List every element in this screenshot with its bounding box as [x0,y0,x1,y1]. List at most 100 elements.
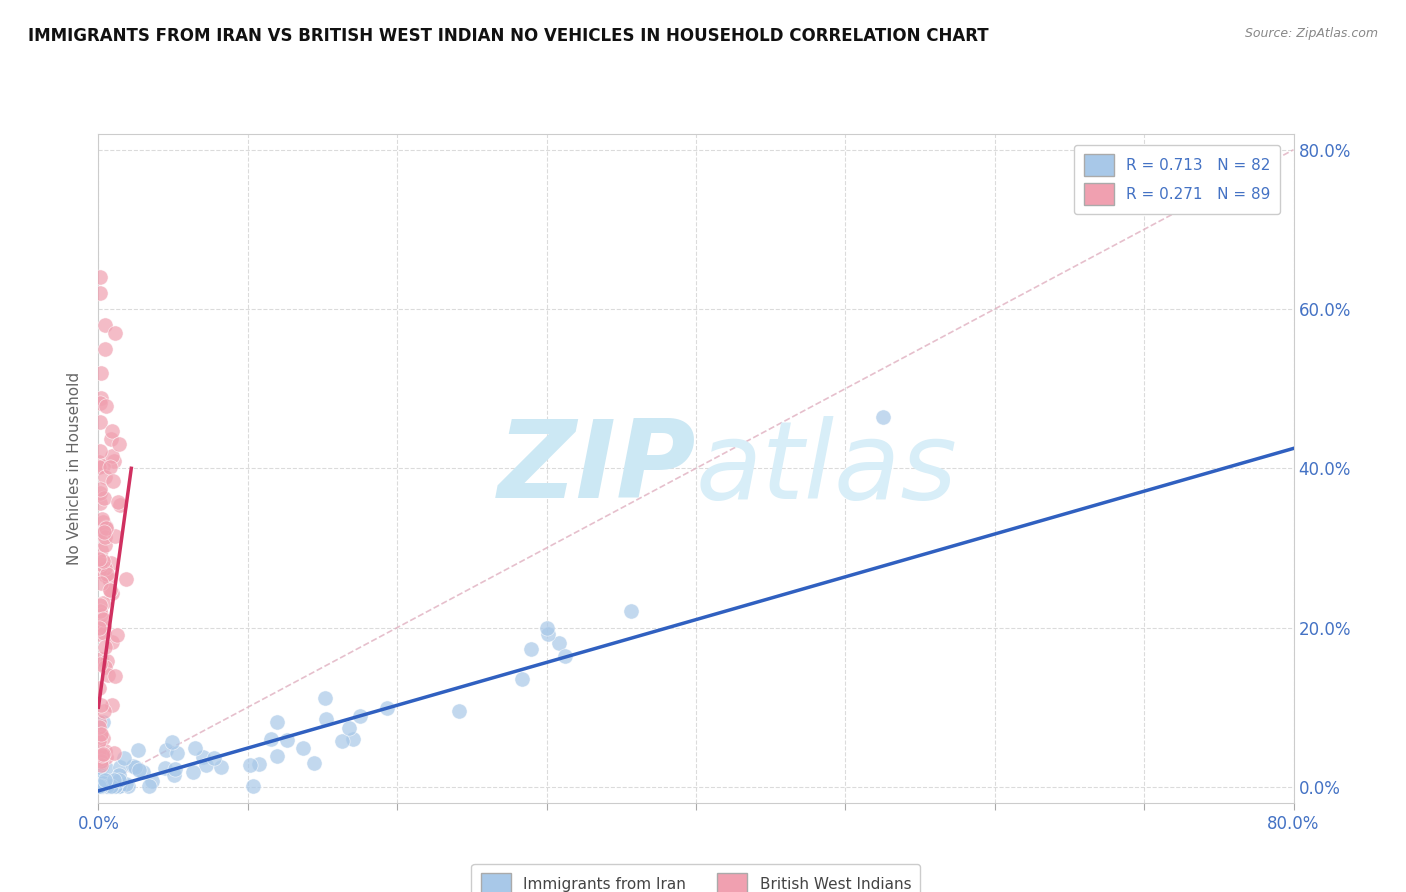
Point [91,458,114,473]
Point [512,672,534,686]
Point [209,760,232,774]
Point [89,598,111,612]
Point [90,754,112,768]
Point [163,768,186,782]
Point [89,558,111,572]
Point [98,582,121,597]
Point [90,366,112,380]
Point [101,779,124,793]
Point [117,779,139,793]
Point [87,681,110,696]
Point [266,748,288,763]
Point [94,342,117,356]
Point [104,779,127,793]
Point [107,768,129,782]
Point [101,474,124,488]
Point [108,779,131,793]
Point [93,596,115,610]
Point [314,691,336,706]
Point [554,648,576,663]
Point [93,538,115,552]
Point [115,777,138,791]
Point [103,772,125,787]
Point [89,286,111,301]
Point [93,747,115,761]
Point [94,772,117,787]
Point [342,732,364,747]
Point [87,734,110,748]
Point [104,326,127,340]
Y-axis label: No Vehicles in Household: No Vehicles in Household [67,372,83,565]
Point [93,626,115,640]
Point [91,715,114,730]
Point [181,765,204,780]
Point [266,715,288,730]
Point [90,576,112,591]
Point [93,524,115,539]
Point [101,634,124,648]
Point [97,779,120,793]
Point [138,779,160,793]
Point [91,511,114,525]
Text: Source: ZipAtlas.com: Source: ZipAtlas.com [1244,27,1378,40]
Point [87,752,110,766]
Point [93,640,115,655]
Point [98,582,121,597]
Point [91,731,114,746]
Point [89,444,111,458]
Point [330,733,353,747]
Point [89,726,111,740]
Point [91,779,114,793]
Point [96,654,118,668]
Legend: Immigrants from Iran, British West Indians: Immigrants from Iran, British West India… [471,864,921,892]
Point [536,621,558,635]
Point [155,742,177,756]
Point [93,779,115,793]
Point [349,709,371,723]
Point [91,776,114,790]
Point [96,566,118,581]
Point [98,459,121,474]
Point [96,779,118,793]
Point [89,767,111,781]
Text: ZIP: ZIP [498,416,696,521]
Point [132,765,155,780]
Point [100,698,122,712]
Point [93,775,115,789]
Point [89,779,111,793]
Point [104,528,127,542]
Point [89,454,111,468]
Point [447,704,470,718]
Point [89,756,111,771]
Point [166,746,188,760]
Point [93,561,115,575]
Point [91,516,114,530]
Point [302,756,325,770]
Point [89,486,111,500]
Point [103,454,125,468]
Point [520,641,543,656]
Point [87,552,110,566]
Point [90,779,112,793]
Point [90,698,112,712]
Point [124,760,146,774]
Point [89,626,111,640]
Point [162,734,184,748]
Point [276,733,298,747]
Point [242,779,264,793]
Point [108,772,131,787]
Point [94,761,117,775]
Point [108,498,131,512]
Point [94,744,117,758]
Point [107,495,129,509]
Point [97,779,120,793]
Point [100,779,122,793]
Point [260,732,283,747]
Point [108,779,131,793]
Point [93,530,115,544]
Point [195,758,218,772]
Point [90,607,112,622]
Point [101,450,124,464]
Point [97,668,120,682]
Point [89,764,111,779]
